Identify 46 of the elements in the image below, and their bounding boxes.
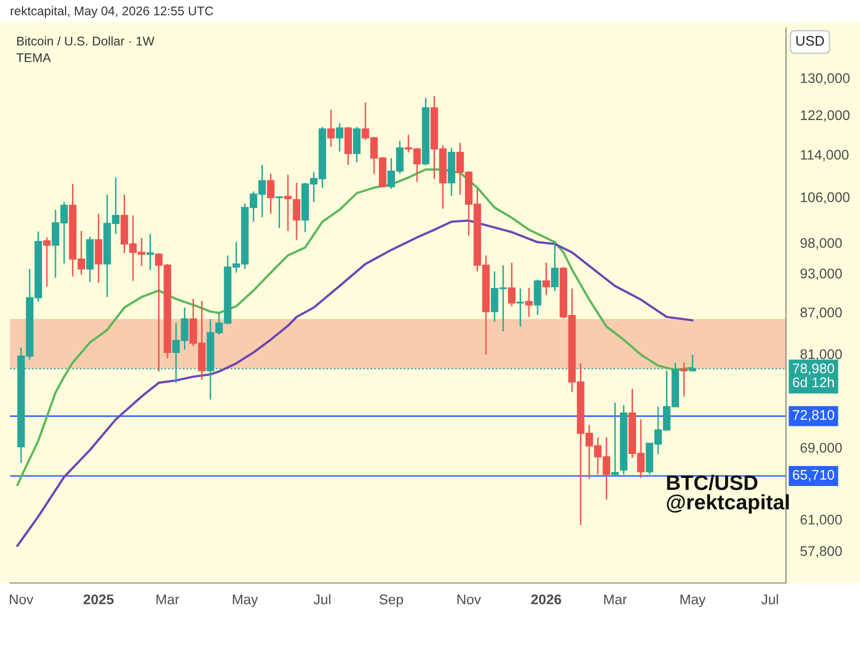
x-tick-label: Mar xyxy=(156,594,180,604)
text: rektcapital, May 04, 2026 12:55 UTC xyxy=(10,6,214,18)
x-tick-label: May xyxy=(680,594,706,608)
candlestick xyxy=(336,122,344,152)
y-tick-label: 130,000 xyxy=(800,73,850,85)
candlestick xyxy=(327,109,335,148)
candlestick xyxy=(266,173,274,214)
y-tick-label: 69,000 xyxy=(800,442,842,454)
text: TEMA xyxy=(16,53,51,62)
x-tick-label: May xyxy=(232,594,258,608)
y-tick-label: 106,000 xyxy=(800,192,850,204)
y-tick-label: 61,000 xyxy=(800,514,842,526)
candlestick xyxy=(276,196,284,229)
ref-line-label: 78,980 6d 12h xyxy=(792,363,834,388)
x-tick-label: Nov xyxy=(458,594,482,604)
candlestick xyxy=(551,241,559,292)
x-tick-label: 2025 xyxy=(84,594,114,604)
y-tick-label: 122,000 xyxy=(800,110,850,122)
y-tick-label: 93,000 xyxy=(800,268,842,280)
ref-line-label: 65,710 xyxy=(792,470,834,482)
y-tick-label: 114,000 xyxy=(800,150,849,162)
candlestick xyxy=(611,402,619,478)
x-tick-label: Jul xyxy=(761,594,778,604)
y-tick-label: 98,000 xyxy=(800,238,842,250)
text: Bitcoin / U.S. Dollar · 1W xyxy=(17,36,154,46)
x-tick-label: 2026 xyxy=(531,594,562,604)
candlestick xyxy=(680,362,688,398)
ref-line-label: 72,810 xyxy=(792,410,834,422)
candlestick xyxy=(542,262,550,296)
x-tick-label: Sep xyxy=(380,594,404,608)
y-tick-label: 81,000 xyxy=(800,349,842,361)
candlestick xyxy=(525,287,533,318)
x-tick-label: Jul xyxy=(314,594,330,604)
candlestick xyxy=(516,288,524,328)
y-axis-title: USD xyxy=(796,36,824,46)
y-tick-label: 57,800 xyxy=(800,546,842,558)
candlestick xyxy=(146,233,154,271)
candlestick xyxy=(508,262,516,307)
x-tick-label: Nov xyxy=(10,594,34,604)
candlestick xyxy=(688,354,696,372)
y-tick-label: 87,000 xyxy=(800,308,842,320)
candlestick xyxy=(284,174,292,232)
candlestick xyxy=(292,182,300,240)
x-tick-label: Mar xyxy=(604,594,627,604)
candlestick xyxy=(43,236,51,288)
annotation: BTC/USD @rektcapital xyxy=(666,474,789,514)
